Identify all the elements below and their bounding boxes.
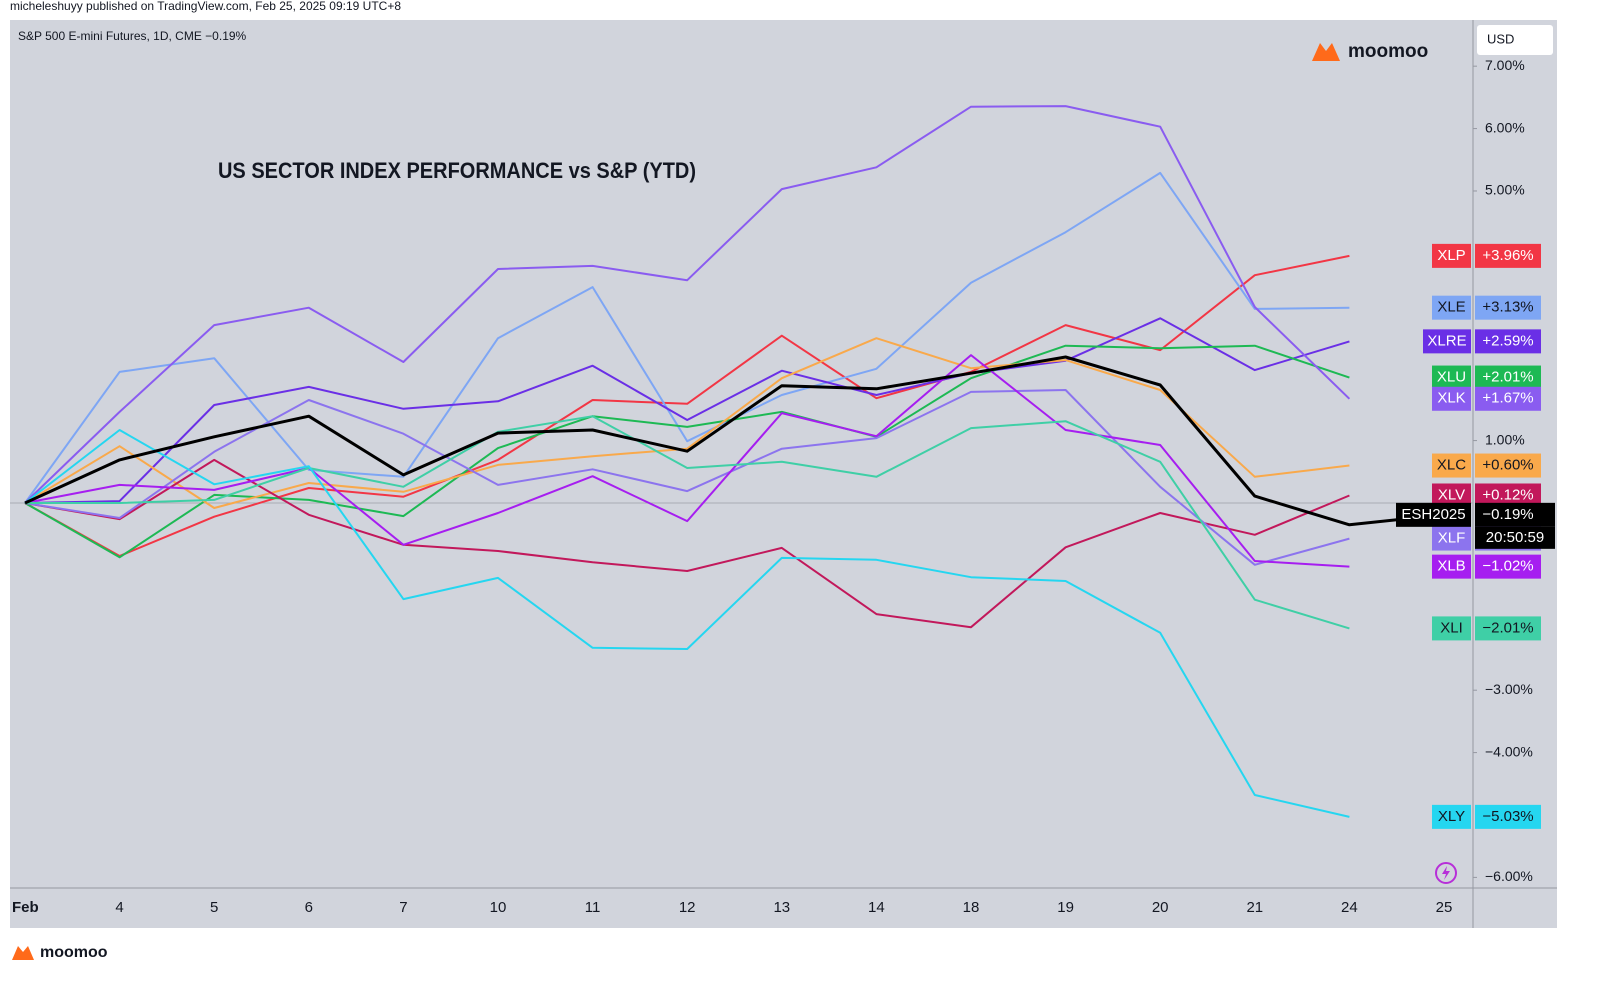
series-value-label: −0.19% [1482, 506, 1533, 523]
chart-title: US SECTOR INDEX PERFORMANCE vs S&P (YTD) [218, 158, 696, 183]
series-labels: XLP +3.96% XLE +3.13% XLRE +2.59% XLU +2.01% XLK… [1396, 243, 1555, 829]
series-line [24, 389, 1350, 566]
y-tick-label: 5.00% [1485, 182, 1525, 198]
x-tick-label: 13 [773, 899, 790, 916]
series-name-box [1432, 554, 1471, 579]
x-tick-label: 19 [1057, 899, 1074, 916]
y-tick-label: −3.00% [1485, 681, 1533, 697]
series-line [24, 171, 1350, 504]
alert-icon [1435, 862, 1457, 884]
series-value-label: +3.96% [1482, 247, 1533, 264]
x-tick-label: 6 [305, 899, 313, 916]
y-tick-label: −6.00% [1485, 868, 1533, 884]
series-name: XLI [1440, 619, 1463, 636]
series-lines [24, 105, 1445, 818]
series-name-box [1432, 453, 1471, 478]
x-tick-label: 25 [1436, 899, 1453, 916]
series-name-box [1432, 526, 1471, 551]
x-tick-label: 7 [399, 899, 407, 916]
series-name-box [1432, 616, 1471, 641]
x-tick-label: 24 [1341, 899, 1358, 916]
x-tick-label: 21 [1246, 899, 1263, 916]
watermark-logo [12, 946, 34, 960]
symbol-legend: S&P 500 E-mini Futures, 1D, CME −0.19% [18, 29, 247, 43]
series-value-box [1475, 554, 1541, 579]
series-name: XLU [1437, 369, 1466, 386]
series-value-label: −5.03% [1482, 808, 1533, 825]
publish-header: micheleshuyy published on TradingView.co… [10, 0, 401, 13]
series-value-label: +0.60% [1482, 457, 1533, 474]
series-line [24, 105, 1351, 504]
series-name: XLE [1437, 299, 1465, 316]
x-tick-label: 5 [210, 899, 218, 916]
series-line [24, 354, 1350, 568]
watermark-text: moomoo [1348, 41, 1428, 62]
series-name-box [1432, 243, 1471, 268]
series-name-box [1432, 365, 1471, 390]
series-value-label: +2.01% [1482, 369, 1533, 386]
watermark-logo [1312, 43, 1340, 61]
watermark-top: moomoo [1312, 41, 1428, 62]
series-line [25, 415, 1350, 630]
countdown-box [1475, 526, 1555, 549]
x-tick-label: 14 [868, 899, 885, 916]
series-name-box [1396, 502, 1471, 527]
watermark-bottom: moomoo [12, 944, 108, 961]
currency-label: USD [1487, 31, 1514, 46]
series-name: XLRE [1427, 332, 1466, 349]
series-line [24, 254, 1350, 557]
series-value-label: +1.67% [1482, 390, 1533, 407]
x-tick-label: 20 [1152, 899, 1169, 916]
series-name: ESH2025 [1401, 506, 1465, 523]
y-tick-label: 7.00% [1485, 57, 1525, 73]
series-value-box [1475, 386, 1541, 411]
series-line [24, 317, 1350, 504]
y-tick-label: −4.00% [1485, 743, 1533, 759]
series-value-label: +3.13% [1482, 299, 1533, 316]
series-value-box [1475, 453, 1541, 478]
y-tick-label: 6.00% [1485, 119, 1525, 135]
countdown: 20:50:59 [1486, 529, 1544, 546]
chart-pane [10, 20, 1557, 928]
x-tick-label: Feb [12, 899, 39, 916]
series-name-box [1423, 329, 1471, 354]
series-value-box [1475, 243, 1541, 268]
series-line [24, 355, 1445, 527]
x-tick-label: 12 [679, 899, 696, 916]
series-value-label: −2.01% [1482, 619, 1533, 636]
series-name: XLK [1437, 390, 1465, 407]
y-tick-label: 1.00% [1485, 431, 1525, 447]
series-name: XLC [1437, 457, 1466, 474]
series-name: XLP [1437, 247, 1465, 264]
series-value-label: +2.59% [1482, 332, 1533, 349]
series-line [24, 429, 1350, 818]
series-line [24, 344, 1350, 559]
series-name: XLF [1438, 530, 1466, 547]
series-name: XLY [1438, 808, 1465, 825]
series-line [24, 337, 1350, 509]
series-name-box [1432, 804, 1471, 829]
series-name: XLB [1437, 558, 1465, 575]
alert-bolt [1442, 866, 1450, 880]
series-value-label: −1.02% [1482, 558, 1533, 575]
currency-box [1477, 25, 1553, 55]
series-value-box [1475, 329, 1541, 354]
series-name: XLV [1438, 486, 1465, 503]
series-name-box [1432, 295, 1471, 320]
x-tick-label: 10 [490, 899, 507, 916]
series-value-label: +0.12% [1482, 486, 1533, 503]
x-tick-label: 11 [585, 899, 601, 916]
series-value-box [1475, 502, 1555, 527]
watermark-text: moomoo [40, 944, 108, 961]
x-tick-label: 18 [963, 899, 980, 916]
series-value-box [1475, 295, 1541, 320]
alert-circle [1435, 862, 1457, 884]
series-value-box [1475, 804, 1541, 829]
x-tick-label: 4 [115, 899, 123, 916]
series-value-box [1475, 616, 1541, 641]
series-name-box [1432, 386, 1471, 411]
series-value-box [1475, 365, 1541, 390]
